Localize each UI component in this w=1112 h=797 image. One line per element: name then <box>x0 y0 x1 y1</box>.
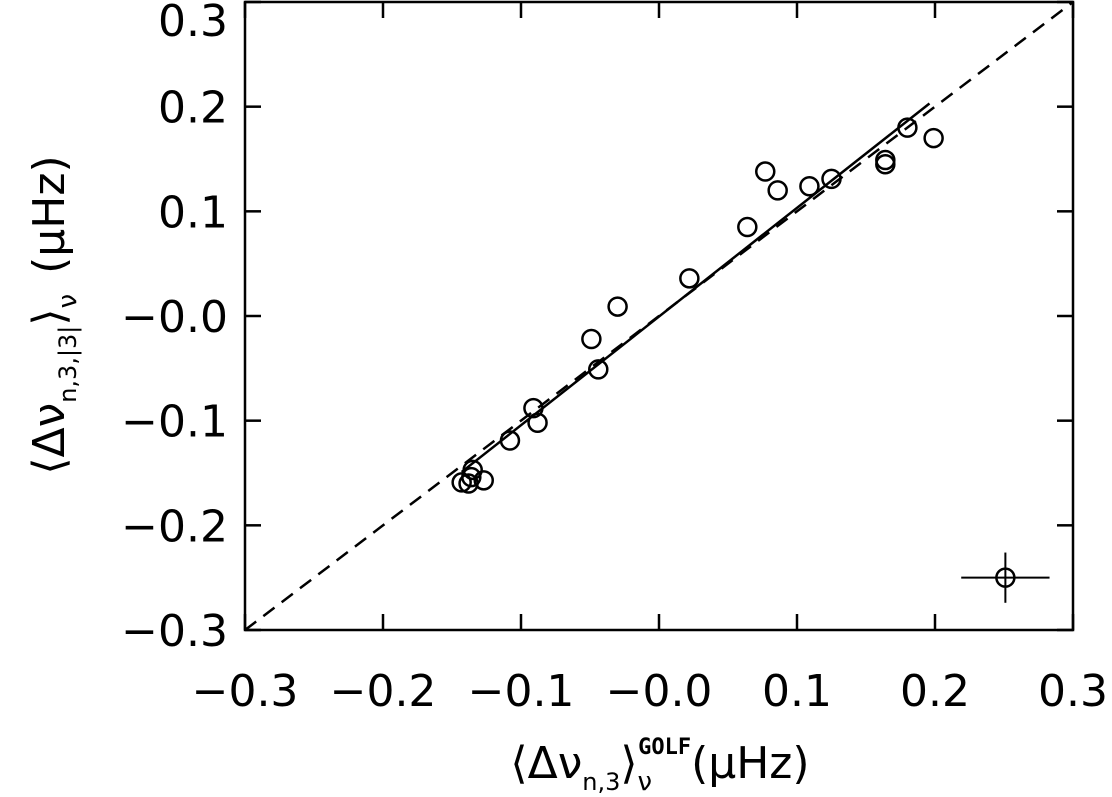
x-label-unit: (μHz) <box>691 738 810 789</box>
point <box>499 430 521 451</box>
y-label-open: ⟨Δν <box>24 403 75 475</box>
point <box>451 472 472 493</box>
x-label-open: ⟨Δν <box>510 738 582 789</box>
point <box>462 459 483 481</box>
x-label-sup: GOLF <box>638 735 691 760</box>
point <box>607 296 628 317</box>
point <box>473 470 494 491</box>
point <box>875 153 896 175</box>
x-label-sub: n,3 <box>582 768 620 796</box>
y-axis-label: ⟨Δνn,3,|3|⟩ν (μHz) <box>24 155 83 474</box>
x-tick-label: 0.3 <box>1038 666 1108 717</box>
y-label-sub2: ν <box>53 294 83 309</box>
point <box>679 268 700 289</box>
point <box>527 412 548 434</box>
point <box>875 149 896 171</box>
point <box>523 397 544 419</box>
point <box>923 127 944 149</box>
x-tick-label: 0.2 <box>900 666 970 717</box>
point <box>581 328 602 350</box>
y-tick-label: 0.1 <box>158 187 228 238</box>
x-tick-label: −0.1 <box>468 666 575 717</box>
point <box>767 180 788 201</box>
x-axis-label: ⟨Δνn,3⟩ν GOLF(μHz) <box>510 735 809 797</box>
point <box>897 117 918 138</box>
point <box>588 359 609 380</box>
x-tick-label: −0.2 <box>330 666 437 717</box>
y-label-close: ⟩ <box>24 308 75 325</box>
x-label-sub2: ν <box>638 767 653 797</box>
x-label-close: ⟩ <box>620 738 637 789</box>
x-tick-label: 0.1 <box>762 666 832 717</box>
point <box>755 161 776 182</box>
point <box>799 175 820 197</box>
fit-line <box>460 102 931 473</box>
point <box>737 216 758 238</box>
point <box>821 168 842 190</box>
y-tick-label: 0.3 <box>158 0 228 47</box>
y-tick-label: −0.0 <box>121 292 228 343</box>
error-sample-point <box>995 567 1016 588</box>
y-tick-label: −0.3 <box>121 606 228 657</box>
y-tick-label: −0.2 <box>121 501 228 552</box>
point <box>461 466 482 488</box>
x-tick-label: −0.3 <box>192 666 299 717</box>
y-label-sub: n,3,|3| <box>54 326 82 403</box>
x-tick-label: −0.0 <box>606 666 713 717</box>
y-tick-label: 0.2 <box>158 83 228 134</box>
y-tick-label: −0.1 <box>121 397 228 448</box>
y-label-unit: (μHz) <box>24 155 75 274</box>
